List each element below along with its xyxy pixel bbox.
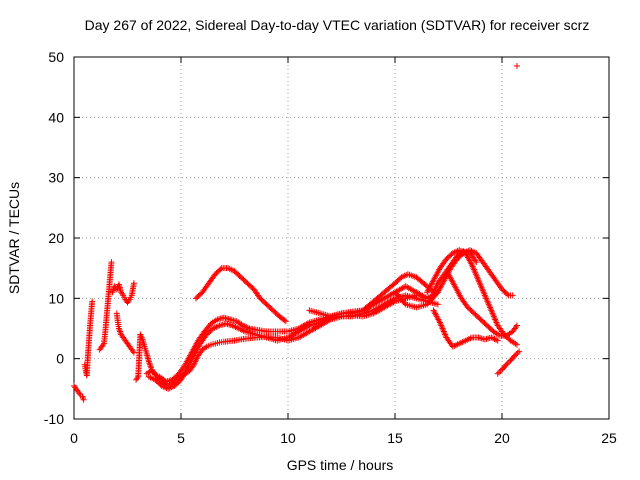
y-tick-label: 40 <box>48 109 64 125</box>
data-point <box>504 360 511 367</box>
data-point <box>516 348 523 355</box>
data-point <box>146 361 153 368</box>
y-tick-label: -10 <box>44 411 64 427</box>
y-tick-label: 0 <box>56 351 64 367</box>
data-point <box>282 318 289 325</box>
data-point <box>513 341 520 348</box>
data-point <box>473 259 480 266</box>
data-point <box>504 291 511 298</box>
y-tick-label: 20 <box>48 230 64 246</box>
y-axis-label: SDTVAR / TECUs <box>6 182 22 294</box>
grid <box>74 57 609 419</box>
data-point <box>80 396 87 403</box>
x-tick-label: 15 <box>387 430 403 446</box>
data-point <box>108 259 115 266</box>
data-point <box>89 298 96 305</box>
data-point <box>434 301 441 308</box>
data-point <box>134 375 141 382</box>
x-tick-label: 0 <box>70 430 78 446</box>
x-tick-label: 20 <box>494 430 510 446</box>
data-point <box>514 349 521 356</box>
data-point <box>511 352 518 359</box>
data-point <box>503 361 510 368</box>
data-points <box>71 63 523 403</box>
data-point <box>509 292 516 299</box>
data-point <box>513 63 520 70</box>
data-point <box>80 395 87 402</box>
chart-title: Day 267 of 2022, Sidereal Day-to-day VTE… <box>85 17 590 33</box>
data-point <box>513 322 520 329</box>
data-point <box>202 344 209 351</box>
data-point <box>494 370 501 377</box>
y-tick-label: 10 <box>48 290 64 306</box>
data-point <box>130 280 137 287</box>
x-axis-label: GPS time / hours <box>287 457 394 473</box>
axis-ticks: 0 5 10 15 20 25 -10 0 10 20 30 40 50 <box>44 49 617 446</box>
y-tick-label: 50 <box>48 49 64 65</box>
data-point <box>217 266 224 273</box>
x-tick-label: 10 <box>280 430 296 446</box>
x-tick-label: 25 <box>601 430 617 446</box>
data-point <box>496 369 503 376</box>
data-point <box>494 337 501 344</box>
data-point <box>130 349 137 356</box>
x-tick-label: 5 <box>177 430 185 446</box>
y-tick-label: 30 <box>48 170 64 186</box>
data-point <box>513 351 520 358</box>
data-point <box>281 317 288 324</box>
